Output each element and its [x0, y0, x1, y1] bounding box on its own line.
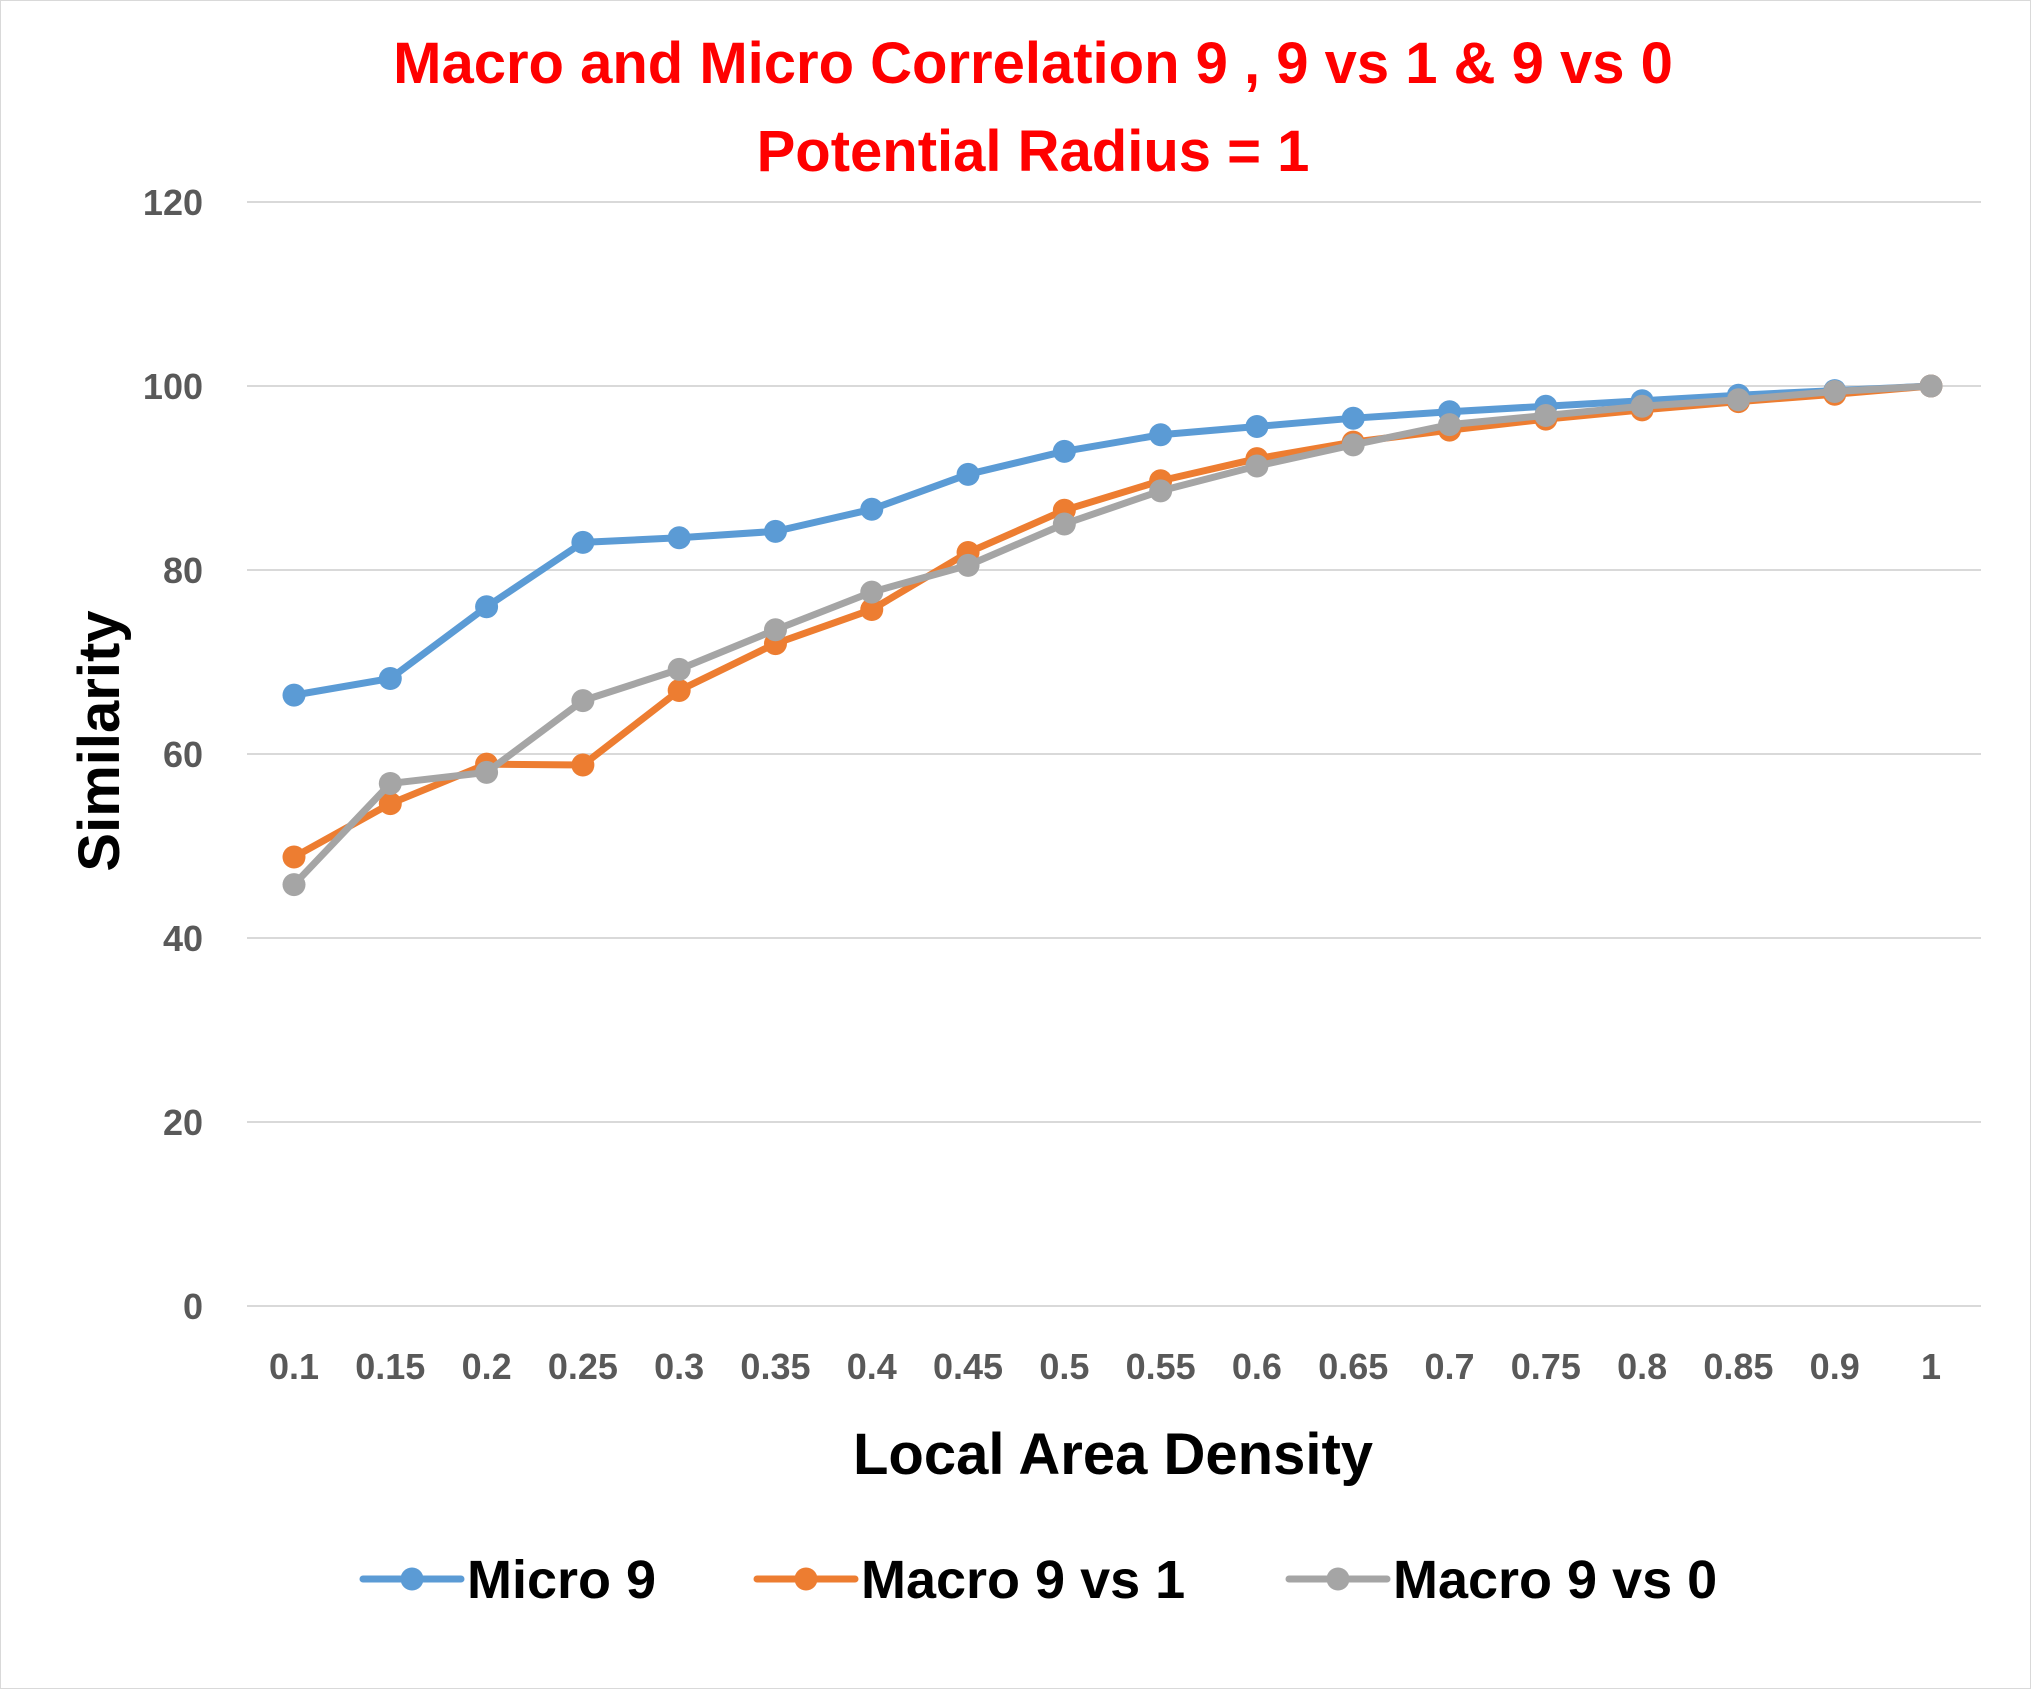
x-tick-label: 0.4 [847, 1346, 897, 1387]
data-point [282, 683, 306, 707]
x-axis-tick-labels: 0.1 0.15 0.2 0.25 0.3 0.35 0.4 0.45 0.5 0.55 0.6 0.… [269, 1346, 1941, 1387]
x-tick-label: 0.5 [1039, 1346, 1089, 1387]
y-tick-label: 20 [163, 1102, 203, 1143]
data-point [667, 679, 691, 703]
chart-title-line-2: Potential Radius = 1 [757, 119, 1310, 184]
data-point [956, 462, 980, 486]
series-line [290, 382, 1935, 889]
x-tick-label: 0.55 [1126, 1346, 1196, 1387]
data-point [378, 667, 402, 691]
data-point [763, 519, 787, 543]
legend-entry-0: Micro 9 [359, 1550, 656, 1610]
data-point [282, 873, 306, 897]
series-1 [282, 374, 1943, 869]
data-point [1438, 413, 1462, 437]
data-point [1534, 403, 1558, 427]
x-tick-label: 0.65 [1318, 1346, 1388, 1387]
legend-entry-1: Macro 9 vs 1 [753, 1550, 1185, 1610]
series-2 [282, 374, 1943, 897]
data-point [860, 497, 884, 521]
legend-entry-2: Macro 9 vs 0 [1285, 1550, 1717, 1610]
data-point [571, 753, 595, 777]
x-axis-title: Local Area Density [853, 1422, 1373, 1487]
data-point [1245, 414, 1269, 438]
legend-label: Macro 9 vs 1 [861, 1550, 1185, 1610]
legend-marker [1326, 1567, 1350, 1591]
y-axis-tick-labels: 0 20 40 60 80 100 120 [143, 182, 203, 1327]
x-tick-label: 0.6 [1232, 1346, 1282, 1387]
series-line [290, 382, 1935, 699]
data-point [475, 595, 499, 619]
data-point [860, 598, 884, 622]
x-tick-label: 0.2 [462, 1346, 512, 1387]
data-point [860, 580, 884, 604]
data-point [1052, 512, 1076, 536]
chart-title-line-1: Macro and Micro Correlation 9 , 9 vs 1 &… [393, 31, 1673, 96]
series-0 [282, 374, 1943, 707]
y-tick-label: 0 [183, 1286, 203, 1327]
x-tick-label: 0.1 [269, 1346, 319, 1387]
data-point [1726, 388, 1750, 412]
data-point [1341, 433, 1365, 457]
data-point [956, 553, 980, 577]
x-tick-label: 0.85 [1703, 1346, 1773, 1387]
x-tick-label: 0.3 [654, 1346, 704, 1387]
legend-label: Micro 9 [467, 1550, 656, 1610]
data-point [667, 657, 691, 681]
x-tick-label: 0.15 [355, 1346, 425, 1387]
y-tick-label: 60 [163, 734, 203, 775]
x-tick-label: 0.7 [1425, 1346, 1475, 1387]
legend-marker [400, 1567, 424, 1591]
data-point [1149, 479, 1173, 503]
data-point [667, 526, 691, 550]
x-tick-label: 0.8 [1617, 1346, 1667, 1387]
x-tick-label: 0.9 [1810, 1346, 1860, 1387]
y-tick-label: 100 [143, 366, 203, 407]
series-lines [282, 374, 1943, 897]
data-point [1341, 406, 1365, 430]
data-point [378, 771, 402, 795]
series-line [290, 382, 1935, 861]
data-point [282, 845, 306, 869]
data-point [763, 618, 787, 642]
data-point [1919, 374, 1943, 398]
y-axis-title: Similarity [67, 610, 132, 871]
data-point [1052, 439, 1076, 463]
legend-label: Macro 9 vs 0 [1393, 1550, 1717, 1610]
data-point [571, 530, 595, 554]
legend: Micro 9 Macro 9 vs 1 Macro 9 vs 0 [359, 1550, 1717, 1610]
data-point [1823, 380, 1847, 404]
x-tick-label: 0.45 [933, 1346, 1003, 1387]
y-tick-label: 120 [143, 182, 203, 223]
data-point [475, 760, 499, 784]
data-point [1149, 423, 1173, 447]
data-point [1630, 394, 1654, 418]
y-tick-label: 40 [163, 918, 203, 959]
x-tick-label: 0.35 [740, 1346, 810, 1387]
x-tick-label: 0.75 [1511, 1346, 1581, 1387]
data-point [1245, 454, 1269, 478]
data-point [571, 689, 595, 713]
y-tick-label: 80 [163, 550, 203, 591]
x-tick-label: 0.25 [548, 1346, 618, 1387]
x-tick-label: 1 [1921, 1346, 1941, 1387]
legend-marker [794, 1567, 818, 1591]
data-point [378, 792, 402, 816]
